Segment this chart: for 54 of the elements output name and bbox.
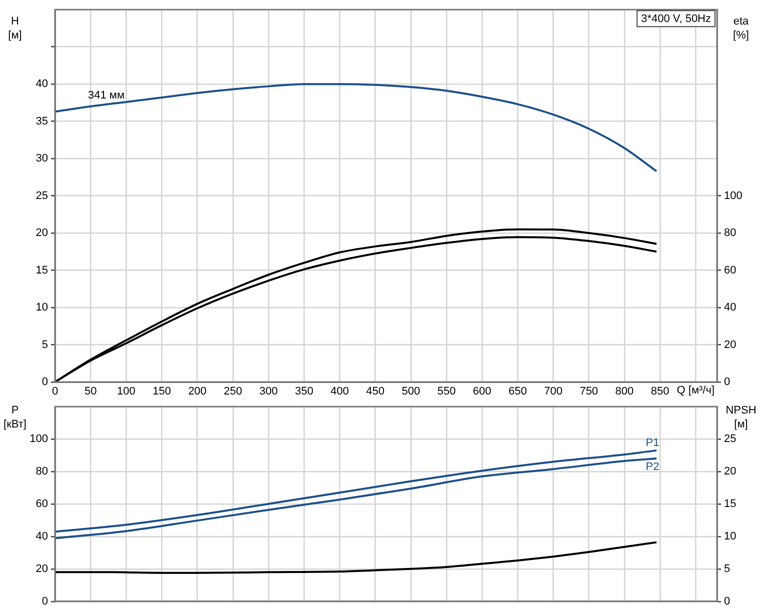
x-tick-label: 50 — [84, 386, 97, 398]
annotation: 341 мм — [88, 90, 125, 102]
y-tick-label: 30 — [36, 152, 48, 165]
x-tick-label: 600 — [472, 386, 492, 398]
y-tick-label: 5 — [42, 338, 48, 351]
y-tick-label: 10 — [36, 302, 48, 314]
x-tick-label: 200 — [188, 386, 207, 398]
series-label: P1 — [646, 436, 660, 449]
y2-axis-title: NPSH [м] — [726, 404, 756, 431]
y2-tick-label: 80 — [724, 227, 736, 240]
y2-tick-label: 20 — [724, 466, 736, 478]
x-tick-label: 400 — [330, 386, 349, 398]
y2-tick-label: 15 — [724, 498, 736, 510]
y-axis-title: H [м] — [8, 16, 22, 42]
x-tick-label: 300 — [259, 386, 278, 398]
x-tick-label: 250 — [224, 386, 242, 398]
y-tick-label: 40 — [36, 530, 48, 542]
y-tick-label: 25 — [36, 190, 48, 202]
y-tick-label: 80 — [36, 466, 48, 478]
x-tick-label: 750 — [580, 386, 598, 398]
series-label: P2 — [646, 461, 660, 474]
y-tick-label: 100 — [30, 433, 48, 446]
x-tick-label: 500 — [402, 386, 420, 398]
y-tick-label: 0 — [42, 595, 48, 608]
y2-tick-label: 0 — [724, 595, 730, 608]
y2-axis-title: eta [%] — [733, 16, 750, 42]
x-tick-label: 150 — [152, 386, 171, 398]
y2-tick-label: 0 — [724, 376, 730, 388]
y2-tick-label: 100 — [724, 190, 742, 202]
y2-tick-label: 20 — [724, 338, 736, 351]
x-tick-label: 650 — [508, 386, 527, 398]
x-axis-title: Q [м³/ч] — [676, 384, 715, 397]
x-tick-label: 800 — [615, 386, 634, 398]
y-tick-label: 20 — [36, 227, 48, 240]
y-tick-label: 35 — [36, 115, 48, 128]
y-tick-label: 20 — [36, 562, 48, 575]
x-tick-label: 100 — [117, 386, 136, 398]
y2-tick-label: 25 — [724, 433, 736, 446]
x-tick-label: 450 — [366, 386, 384, 398]
x-tick-label: 850 — [650, 386, 670, 398]
y2-tick-label: 5 — [724, 562, 730, 575]
y2-tick-label: 60 — [724, 264, 736, 276]
y-tick-label: 0 — [42, 376, 48, 388]
chart-title: 3*400 V, 50Hz — [641, 13, 712, 26]
x-tick-label: 350 — [294, 386, 314, 398]
y-tick-label: 15 — [36, 264, 48, 276]
y-tick-label: 40 — [36, 78, 48, 90]
x-tick-label: 700 — [544, 386, 562, 398]
y2-tick-label: 40 — [724, 302, 736, 314]
y2-tick-label: 10 — [724, 530, 736, 542]
x-tick-label: 0 — [52, 386, 58, 398]
y-axis-title: P [кВт] — [4, 404, 26, 431]
x-tick-label: 550 — [437, 386, 456, 398]
y-tick-label: 60 — [36, 498, 48, 510]
